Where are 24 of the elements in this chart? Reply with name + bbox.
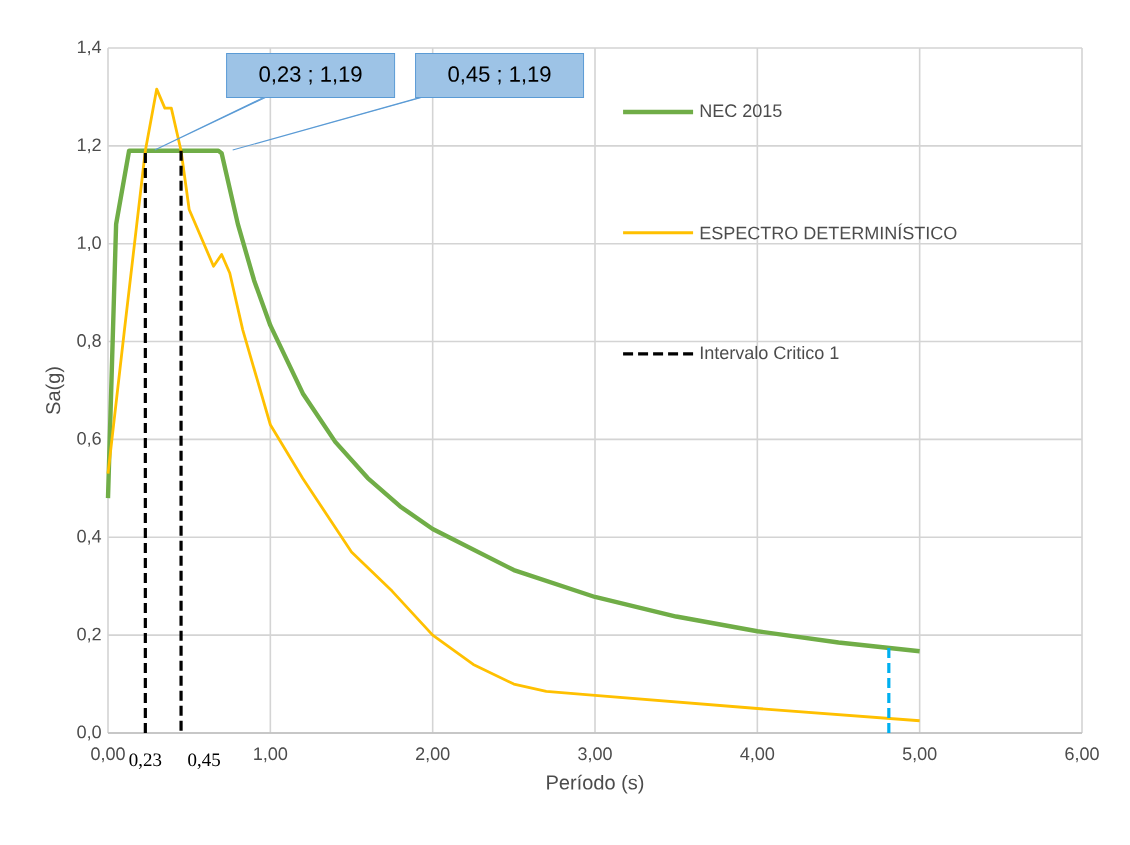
y-tick-label: 1,2 xyxy=(77,138,101,154)
annotation: 0,45 ; 1,19 xyxy=(448,66,551,85)
x-tick-label: 0,00 xyxy=(91,747,125,763)
legend-label: ESPECTRO DETERMINÍSTICO xyxy=(700,223,957,240)
annotation: 0,45 xyxy=(188,753,220,769)
legend-label: NEC 2015 xyxy=(700,104,782,118)
annotation: 0,23 xyxy=(129,753,162,769)
y-tick-label: 0,6 xyxy=(77,431,101,447)
y-tick-label: 1,4 xyxy=(77,40,102,56)
x-tick-label: 2,00 xyxy=(416,747,450,763)
x-tick-label: 1,00 xyxy=(254,747,288,763)
y-axis-title: Sa(g) xyxy=(45,367,65,415)
x-tick-label: 6,00 xyxy=(1065,747,1099,763)
y-tick-label: 1,0 xyxy=(77,236,101,252)
legend-label: Intervalo Critico 1 xyxy=(700,345,839,360)
y-tick-label: 0,0 xyxy=(77,725,101,741)
x-tick-label: 4,00 xyxy=(740,747,775,763)
y-tick-label: 0,4 xyxy=(77,529,102,545)
y-tick-label: 0,2 xyxy=(77,627,101,643)
x-tick-label: 3,00 xyxy=(578,747,612,763)
x-tick-label: 5,00 xyxy=(902,747,937,763)
y-tick-label: 0,8 xyxy=(77,334,101,349)
x-axis-title: Período (s) xyxy=(547,774,644,794)
annotation: 0,23 ; 1,19 xyxy=(259,66,362,85)
